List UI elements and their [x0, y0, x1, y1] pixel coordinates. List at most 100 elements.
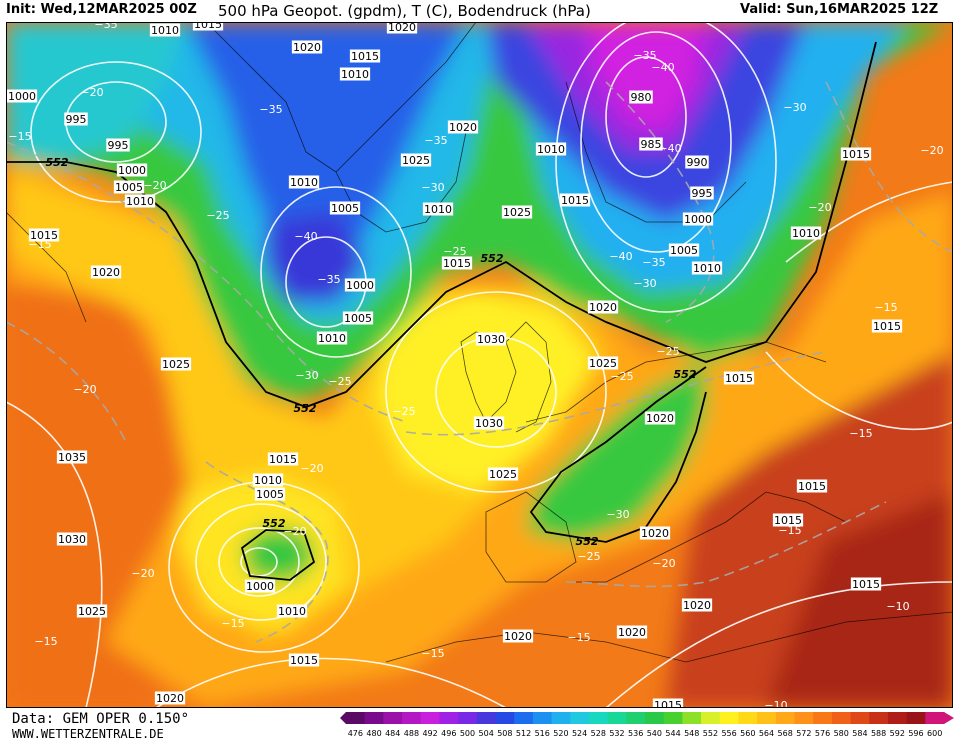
temperature-label-text: −10: [886, 600, 909, 613]
scale-swatch: [682, 712, 702, 724]
scale-tick-label: 516: [535, 729, 550, 738]
scale-tick-label: 528: [591, 729, 606, 738]
temperature-label-text: −20: [143, 179, 166, 192]
isobar-label-text: 1030: [58, 533, 86, 546]
temperature-label-text: −20: [808, 201, 831, 214]
temperature-label: −35: [259, 103, 282, 116]
contour-label: 552: [674, 368, 697, 381]
contour-label: 552: [263, 517, 286, 530]
isobar-label-text: 1015: [873, 320, 901, 333]
temperature-label: −15: [421, 647, 444, 660]
scale-tick-label: 592: [890, 729, 905, 738]
isobar-label-text: 1010: [278, 605, 306, 618]
isobar-label-text: 1000: [684, 213, 712, 226]
temperature-label: −20: [652, 557, 675, 570]
scale-tick-label: 484: [385, 729, 400, 738]
isobar-label: 985: [639, 137, 663, 151]
temperature-label: −25: [206, 209, 229, 222]
isobar-label: 1015: [772, 513, 804, 527]
temperature-label-text: −30: [633, 277, 656, 290]
temperature-label-text: −20: [80, 86, 103, 99]
scale-tick-label: 568: [778, 729, 793, 738]
isobar-label-text: 1010: [254, 474, 282, 487]
isobar-label: 1020: [639, 526, 671, 540]
geopotential-field: [6, 22, 953, 708]
contour-label-text: 552: [481, 252, 504, 265]
isobar-label: 1020: [291, 40, 323, 54]
temperature-label: −35: [424, 134, 447, 147]
scale-tick-label: 600: [927, 729, 942, 738]
isobar-label: 1020: [644, 411, 676, 425]
isobar-label-text: 1010: [318, 332, 346, 345]
temperature-label: −25: [656, 345, 679, 358]
temperature-label-text: −20: [652, 557, 675, 570]
temperature-label-text: −20: [73, 383, 96, 396]
contour-552: [6, 41, 877, 581]
scale-swatch: [402, 712, 422, 724]
temperature-label: −35: [94, 22, 117, 31]
isobar-label: 1010: [276, 604, 308, 618]
isobar-label: 1025: [501, 205, 533, 219]
scale-tick-label: 588: [871, 729, 886, 738]
isobar-label: 995: [64, 112, 88, 126]
contour-label: 552: [46, 156, 69, 169]
contour-label: 552: [481, 252, 504, 265]
scale-swatch: [794, 712, 814, 724]
temperature-label: −40: [658, 142, 681, 155]
temperature-label-text: −25: [656, 345, 679, 358]
temperature-label: −10: [764, 699, 787, 708]
temperature-label-text: −35: [633, 49, 656, 62]
scale-swatch: [364, 712, 384, 724]
isobar-label-text: 1005: [344, 312, 372, 325]
scale-swatch: [570, 712, 590, 724]
isobar-label: 1020: [587, 300, 619, 314]
temperature-label-text: −15: [874, 301, 897, 314]
isobar-label: 1010: [790, 226, 822, 240]
temperature-label-text: −25: [443, 245, 466, 258]
contour-label-text: 552: [576, 535, 599, 548]
isobar-label: 1005: [342, 311, 374, 325]
scale-swatch: [458, 712, 478, 724]
isobar-label-text: 1020: [618, 626, 646, 639]
scale-tick-label: 536: [628, 729, 643, 738]
temperature-label: −30: [633, 277, 656, 290]
isobar-label-text: 1015: [798, 480, 826, 493]
isobar-label-text: 1030: [475, 417, 503, 430]
isotherms: [6, 81, 953, 643]
header-bar: Init: Wed,12MAR2025 00Z 500 hPa Geopot. …: [0, 0, 959, 22]
temperature-label: −35: [317, 273, 340, 286]
isobar-label-text: 1020: [156, 692, 184, 705]
isobar-label: 1020: [447, 120, 479, 134]
temperature-label: −30: [783, 101, 806, 114]
isobar-label-text: 1015: [443, 257, 471, 270]
scale-swatch: [775, 712, 795, 724]
scale-arrow-right: [944, 712, 954, 724]
isobar-label: 1025: [160, 357, 192, 371]
isobar-label: 1025: [400, 153, 432, 167]
isobar-label-text: 1020: [388, 22, 416, 34]
isobar-label-text: 1015: [654, 699, 682, 708]
isobar-label: 1020: [502, 629, 534, 643]
isobar-label: 1010: [124, 194, 156, 208]
isobar-label-text: 1015: [561, 194, 589, 207]
scale-tick-label: 520: [553, 729, 568, 738]
temperature-label-text: −40: [609, 250, 632, 263]
temperature-label-text: −20: [283, 525, 306, 538]
temperature-label-text: −15: [34, 635, 57, 648]
scale-tick-label: 544: [665, 729, 680, 738]
scale-swatch: [532, 712, 553, 724]
scale-swatch: [831, 712, 852, 724]
isobar-label: 1000: [682, 212, 714, 226]
isobar-label-text: 1020: [683, 599, 711, 612]
isobar-label: 1015: [192, 22, 224, 31]
scale-tick-label: 480: [366, 729, 381, 738]
weather-map: 1010 1015 1020 1020 1015 1010 1000 995 995 1000 10…: [6, 22, 953, 708]
contour-label-text: 552: [674, 368, 697, 381]
temperature-label: −20: [920, 144, 943, 157]
temperature-label: −20: [283, 525, 306, 538]
isobar-label: 1015: [840, 147, 872, 161]
scale-tick-label: 576: [815, 729, 830, 738]
isobar-label-text: 1010: [151, 24, 179, 37]
temperature-label-text: −15: [778, 524, 801, 537]
isobar-label-text: 1010: [126, 195, 154, 208]
